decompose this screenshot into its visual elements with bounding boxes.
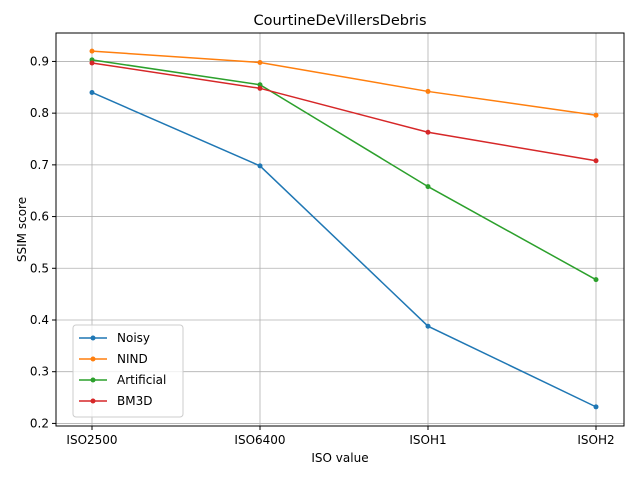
data-point-noisy: [593, 404, 599, 410]
x-tick-label: ISOH2: [577, 433, 614, 447]
x-tick-label: ISO2500: [66, 433, 117, 447]
legend-label: NIND: [117, 352, 148, 366]
legend-label: Artificial: [117, 373, 166, 387]
y-tick-label: 0.8: [30, 106, 49, 120]
x-axis-label: ISO value: [311, 451, 368, 465]
data-point-bm3d: [257, 85, 263, 91]
legend-label: BM3D: [117, 394, 152, 408]
y-tick-label: 0.6: [30, 210, 49, 224]
legend-swatch-marker: [90, 335, 96, 341]
legend-swatch-marker: [90, 377, 96, 383]
data-point-bm3d: [425, 129, 431, 135]
y-tick-label: 0.3: [30, 365, 49, 379]
y-axis-label: SSIM score: [15, 197, 29, 262]
series-layer: [89, 48, 599, 410]
series-line-noisy: [91, 91, 597, 408]
legend-swatch-marker: [90, 398, 96, 404]
data-point-artificial: [257, 82, 263, 88]
data-point-bm3d: [593, 158, 599, 164]
data-point-nind: [593, 112, 599, 118]
x-tick-label: ISO6400: [234, 433, 285, 447]
data-point-nind: [257, 59, 263, 65]
series-line-bm3d: [91, 62, 597, 162]
plot-frame: [55, 32, 625, 427]
y-tick-label: 0.9: [30, 54, 49, 68]
ticks: ISO2500 ISO6400 ISOH1 ISOH2 0.2 0.3 0.4 0.5 0.6 0…: [30, 54, 615, 447]
series-line-nind: [91, 50, 597, 116]
data-point-noisy: [257, 163, 263, 169]
y-tick-label: 0.7: [30, 158, 49, 172]
data-point-artificial: [593, 277, 599, 283]
y-tick-label: 0.2: [30, 416, 49, 430]
y-tick-label: 0.4: [30, 313, 49, 327]
legend-swatch-marker: [90, 356, 96, 362]
legend-label: Noisy: [117, 331, 150, 345]
legend: Noisy NIND Artificial BM3D: [72, 324, 184, 418]
y-tick-label: 0.5: [30, 261, 49, 275]
legend-box: [72, 324, 184, 418]
data-point-nind: [89, 48, 95, 54]
data-point-nind: [425, 88, 431, 94]
data-point-noisy: [425, 323, 431, 329]
data-point-bm3d: [89, 60, 95, 66]
data-point-noisy: [89, 89, 95, 95]
chart-title: CourtineDeVillersDebris: [253, 13, 426, 29]
data-point-artificial: [425, 184, 431, 190]
x-tick-label: ISOH1: [409, 433, 446, 447]
series-line-artificial: [91, 59, 597, 281]
